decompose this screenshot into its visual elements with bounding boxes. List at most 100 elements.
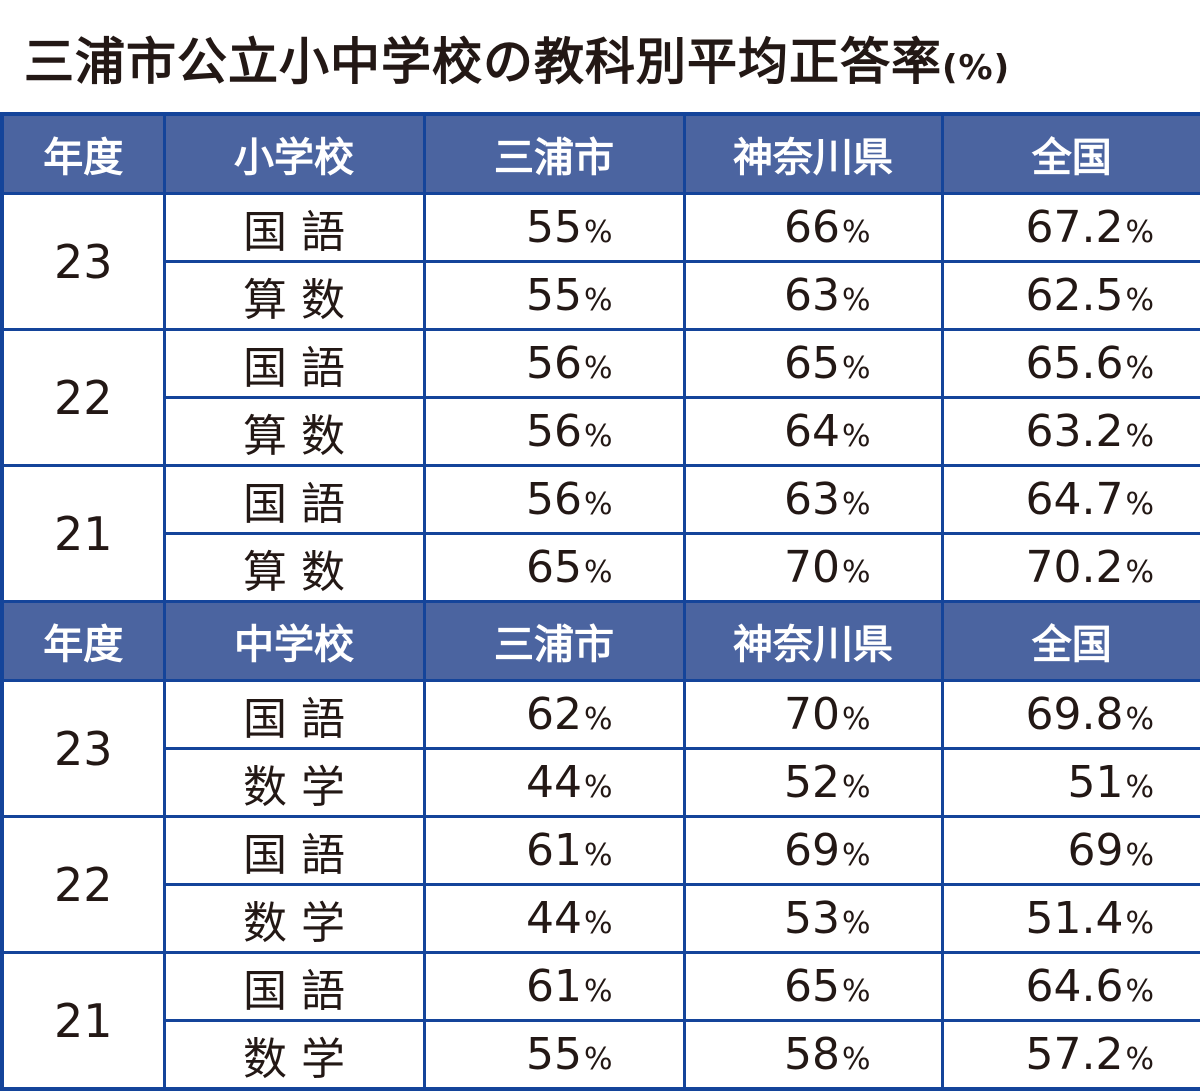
miura-value-cell: 56% (422, 396, 686, 467)
national-value-cell: 70.2% (940, 532, 1200, 603)
subject-cell: 国語 (162, 464, 426, 535)
kanagawa-value: 52 (783, 757, 840, 808)
miura-value: 55 (525, 1029, 582, 1080)
national-value: 51.4 (1025, 893, 1124, 944)
percent-sign: % (583, 906, 613, 941)
miura-value: 62 (525, 689, 582, 740)
subject-cell: 数学 (162, 1019, 426, 1091)
kanagawa-value-cell: 52% (682, 747, 944, 818)
percent-sign: % (1125, 770, 1154, 805)
table-row: 算数 55% 63% 62.5% (2, 260, 1200, 331)
kanagawa-value-cell: 70% (682, 532, 944, 603)
header-miura: 三浦市 (422, 112, 686, 195)
miura-value-cell: 55% (422, 192, 686, 263)
national-value: 67.2 (1025, 202, 1124, 253)
page-title: 三浦市公立小中学校の教科別平均正答率(%) (24, 22, 1010, 94)
table-row: 数学 55% 58% 57.2% (2, 1019, 1200, 1091)
miura-value-cell: 56% (422, 464, 686, 535)
national-value: 69 (1067, 825, 1124, 876)
subject-cell: 数学 (162, 747, 426, 818)
percent-sign: % (841, 555, 871, 590)
subject-cell: 国語 (162, 815, 426, 886)
kanagawa-value-cell: 69% (682, 815, 944, 886)
percent-sign: % (841, 702, 871, 737)
kanagawa-value-cell: 66% (682, 192, 944, 263)
percent-sign: % (841, 419, 871, 454)
percent-sign: % (1125, 283, 1154, 318)
year-cell: 23 (0, 192, 166, 331)
miura-value: 56 (525, 474, 582, 525)
national-value: 57.2 (1025, 1029, 1124, 1080)
kanagawa-value-cell: 65% (682, 328, 944, 399)
miura-value: 56 (525, 338, 582, 389)
subject-cell: 国語 (162, 951, 426, 1022)
miura-value-cell: 55% (422, 260, 686, 331)
miura-value: 56 (525, 406, 582, 457)
percent-sign: % (583, 487, 613, 522)
percent-sign: % (583, 419, 613, 454)
miura-value-cell: 56% (422, 328, 686, 399)
header-kanagawa: 神奈川県 (682, 600, 944, 682)
subject-cell: 国語 (162, 328, 426, 399)
year-cell: 22 (0, 815, 166, 954)
percent-sign: % (841, 1042, 871, 1077)
percent-sign: % (583, 1042, 613, 1077)
miura-value: 55 (525, 270, 582, 321)
kanagawa-value-cell: 64% (682, 396, 944, 467)
header-year: 年度 (0, 112, 166, 195)
year-cell: 23 (0, 679, 166, 818)
header-school: 小学校 (162, 112, 426, 195)
percent-sign: % (583, 770, 613, 805)
kanagawa-value-cell: 58% (682, 1019, 944, 1091)
miura-value: 61 (525, 961, 582, 1012)
national-value-cell: 69% (940, 815, 1200, 886)
national-value-cell: 51.4% (940, 883, 1200, 954)
national-value: 63.2 (1025, 406, 1124, 457)
miura-value-cell: 55% (422, 1019, 686, 1091)
percent-sign: % (583, 974, 613, 1009)
national-value-cell: 62.5% (940, 260, 1200, 331)
national-value: 51 (1067, 757, 1124, 808)
score-table: 年度 小学校 三浦市 神奈川県 全国 23 国語 55% 66% 67.2% 算数 55% 63% 62.… (0, 112, 1200, 1091)
table-row: 21 国語 61% 65% 64.6% (0, 951, 1200, 1091)
national-value: 70.2 (1025, 542, 1124, 593)
percent-sign: % (841, 838, 871, 873)
kanagawa-value: 64 (783, 406, 840, 457)
title-text: 三浦市公立小中学校の教科別平均正答率 (24, 33, 942, 91)
miura-value: 55 (525, 202, 582, 253)
miura-value: 44 (525, 893, 582, 944)
header-school: 中学校 (162, 600, 426, 682)
kanagawa-value-cell: 65% (682, 951, 944, 1022)
subject-cell: 算数 (162, 532, 426, 603)
kanagawa-value: 63 (783, 474, 840, 525)
miura-value: 61 (525, 825, 582, 876)
table-row: 23 国語 62% 70% 69.8% (0, 679, 1200, 818)
percent-sign: % (1125, 351, 1154, 386)
header-miura: 三浦市 (422, 600, 686, 682)
header-year: 年度 (0, 600, 166, 682)
percent-sign: % (583, 702, 613, 737)
national-value-cell: 63.2% (940, 396, 1200, 467)
kanagawa-value: 65 (783, 961, 840, 1012)
percent-sign: % (583, 555, 613, 590)
national-value-cell: 57.2% (940, 1019, 1200, 1091)
percent-sign: % (1125, 487, 1154, 522)
kanagawa-value: 53 (783, 893, 840, 944)
national-value: 64.6 (1025, 961, 1124, 1012)
percent-sign: % (583, 215, 613, 250)
national-value-cell: 64.7% (940, 464, 1200, 535)
percent-sign: % (1125, 838, 1154, 873)
miura-value: 65 (525, 542, 582, 593)
kanagawa-value: 70 (783, 542, 840, 593)
percent-sign: % (1125, 906, 1154, 941)
percent-sign: % (841, 974, 871, 1009)
miura-value-cell: 44% (422, 883, 686, 954)
percent-sign: % (841, 215, 871, 250)
header-national: 全国 (940, 600, 1200, 682)
percent-sign: % (841, 351, 871, 386)
national-value: 69.8 (1025, 689, 1124, 740)
percent-sign: % (1125, 419, 1154, 454)
kanagawa-value-cell: 63% (682, 260, 944, 331)
miura-value-cell: 61% (422, 951, 686, 1022)
table-row: 数学 44% 53% 51.4% (2, 883, 1200, 954)
